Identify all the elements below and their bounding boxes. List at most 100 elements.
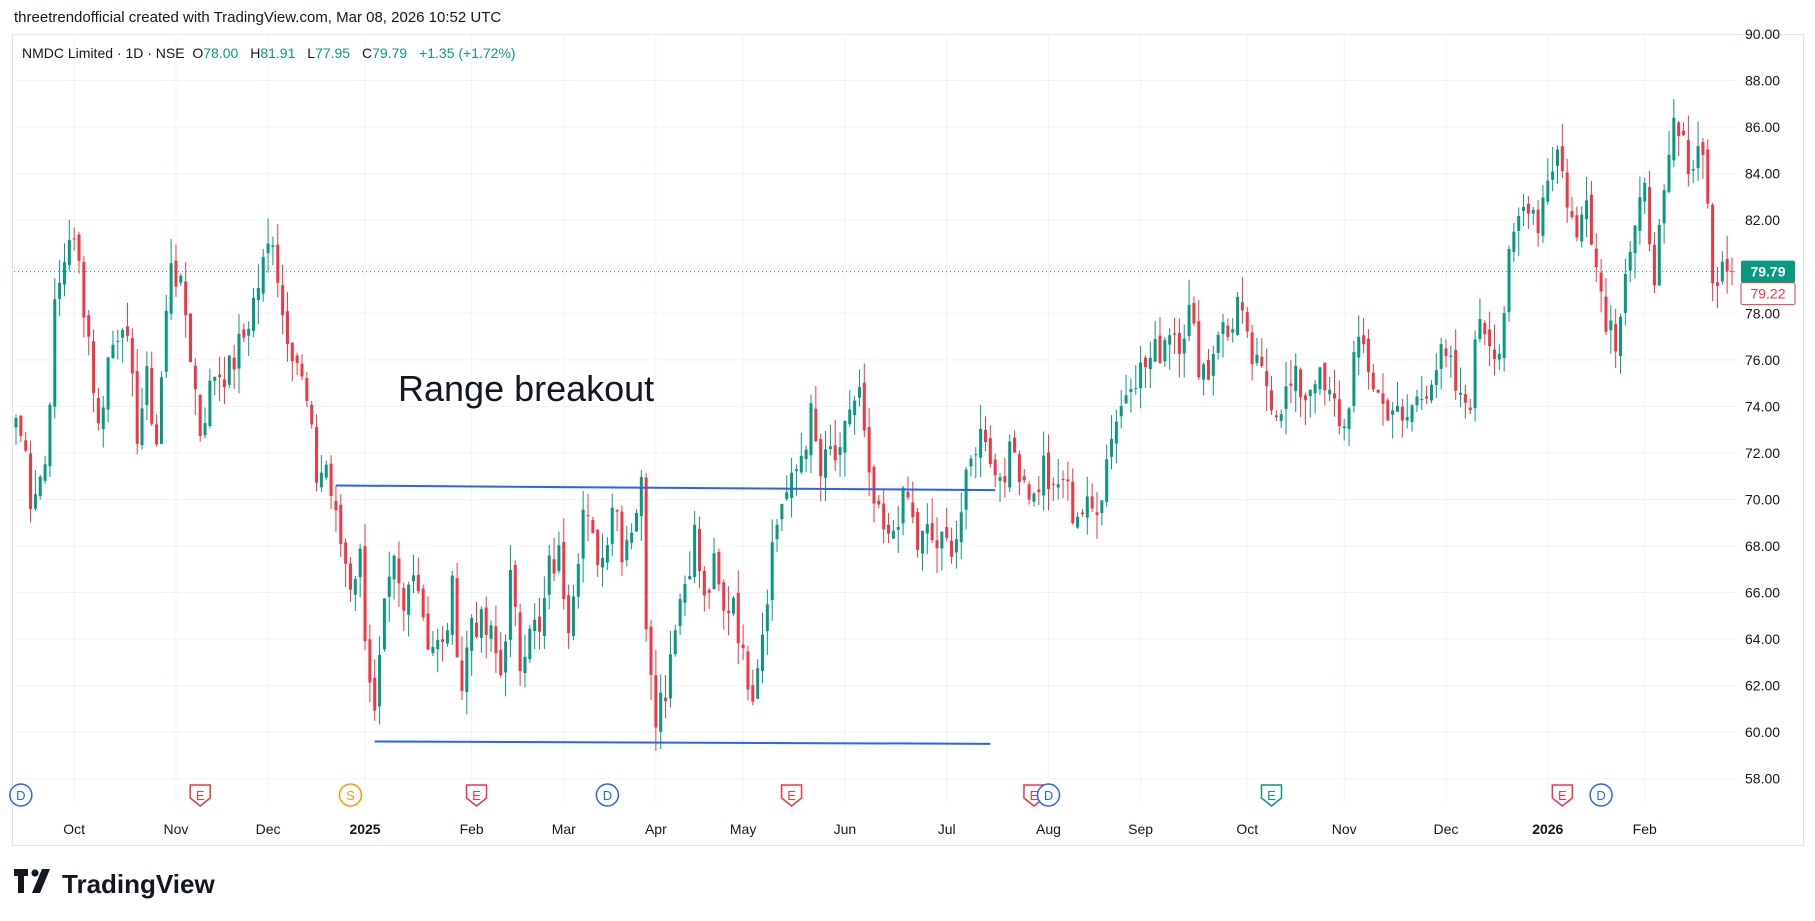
candle-body — [295, 355, 299, 364]
candle-body — [639, 476, 643, 517]
y-tick-label-1: 60.00 — [1745, 724, 1780, 740]
candle-100 — [499, 632, 503, 678]
last-price-value: 79.79 — [1750, 264, 1785, 280]
y-tick-label-10: 78.00 — [1745, 305, 1780, 321]
candle-body — [1003, 476, 1007, 483]
y-tick-label-5: 68.00 — [1745, 538, 1780, 554]
candle-body — [1725, 259, 1729, 272]
candle-221 — [1085, 476, 1089, 535]
candle-3 — [29, 440, 33, 523]
candle-body — [853, 400, 857, 416]
candle-136 — [673, 624, 677, 657]
candle-264 — [1294, 353, 1298, 413]
candle-body — [538, 616, 542, 632]
candle-body — [19, 415, 23, 436]
candle-232 — [1139, 346, 1143, 409]
candle-body — [702, 570, 706, 596]
candle-body — [1119, 405, 1123, 417]
candle-body — [1226, 325, 1230, 337]
candle-body — [33, 494, 37, 509]
candle-body — [184, 281, 188, 316]
tradingview-logo[interactable]: TradingView — [14, 868, 215, 900]
candle-body — [1047, 452, 1051, 490]
candle-body — [1701, 142, 1705, 156]
candle-body — [208, 380, 212, 427]
candle-176 — [867, 408, 871, 496]
candle-body — [1269, 390, 1273, 411]
candle-body — [504, 641, 508, 673]
candle-body — [1473, 339, 1477, 409]
candle-body — [1260, 356, 1264, 367]
candle-290 — [1420, 375, 1424, 410]
candle-182 — [896, 506, 900, 554]
candle-body — [775, 524, 779, 540]
candle-57 — [290, 341, 294, 382]
candle-body — [319, 472, 323, 488]
candle-225 — [1105, 444, 1109, 507]
y-tick-label-6: 70.00 — [1745, 491, 1780, 507]
candle-body — [1037, 489, 1041, 492]
candle-body — [688, 575, 692, 580]
candle-51 — [261, 249, 265, 302]
candle-234 — [1148, 341, 1152, 389]
candle-body — [950, 540, 954, 557]
candle-233 — [1143, 355, 1147, 388]
time-axis: Oct Nov Dec 2025 Feb Mar Apr May Jun Jul Aug Sep Oct… — [63, 821, 1657, 837]
candle-body — [1265, 371, 1269, 387]
candle-body — [1604, 296, 1608, 332]
candle-body — [644, 477, 648, 630]
symbol-legend: NMDC Limited · 1D · NSE O78.00 H81.91 L7… — [22, 45, 516, 61]
candle-body — [668, 654, 672, 699]
candle-body — [281, 285, 285, 316]
candle-body — [1483, 322, 1487, 335]
x-tick-label-13: Nov — [1332, 821, 1357, 837]
candle-53 — [271, 236, 275, 265]
candle-10 — [62, 243, 66, 297]
candle-294 — [1439, 337, 1443, 390]
candle-216 — [1061, 470, 1065, 499]
candle-body — [179, 275, 183, 283]
candle-152 — [751, 669, 755, 706]
candle-348 — [1701, 137, 1705, 179]
candle-body — [1008, 441, 1012, 488]
candle-body — [92, 341, 96, 393]
candle-336 — [1643, 177, 1647, 214]
candle-9 — [58, 259, 62, 317]
price-axis: 58.00 60.00 62.00 64.00 66.00 68.00 70.00 72.00… — [1745, 26, 1780, 787]
y-tick-label-8: 74.00 — [1745, 398, 1780, 414]
candle-body — [833, 445, 837, 461]
candle-30 — [159, 371, 163, 445]
candle-body — [1434, 370, 1438, 385]
candle-body — [1585, 200, 1589, 220]
candle-body — [329, 463, 333, 496]
candle-body — [911, 502, 915, 518]
candle-69 — [348, 557, 352, 603]
candle-312 — [1526, 196, 1530, 229]
candle-body — [1284, 386, 1288, 410]
candle-body — [1391, 410, 1395, 415]
candle-body — [324, 464, 328, 478]
candle-246 — [1206, 349, 1210, 381]
candle-body — [862, 382, 866, 431]
candle-283 — [1386, 397, 1390, 421]
candle-body — [780, 504, 784, 520]
candle-body — [193, 365, 197, 390]
x-tick-label-0: Oct — [63, 821, 85, 837]
candle-328 — [1604, 278, 1608, 335]
candle-body — [1667, 154, 1671, 192]
x-tick-label-15: 2026 — [1532, 821, 1563, 837]
x-tick-label-9: Jul — [938, 821, 956, 837]
candle-body — [1323, 362, 1327, 391]
candle-291 — [1425, 385, 1429, 405]
candle-226 — [1110, 415, 1114, 470]
candle-body — [945, 526, 949, 538]
candle-body — [353, 579, 357, 595]
candle-body — [722, 582, 726, 611]
candle-86 — [431, 631, 435, 657]
candle-body — [387, 576, 391, 597]
candle-94 — [470, 614, 474, 676]
candle-31 — [164, 294, 168, 379]
candle-body — [1555, 149, 1559, 166]
candle-25 — [135, 348, 139, 455]
